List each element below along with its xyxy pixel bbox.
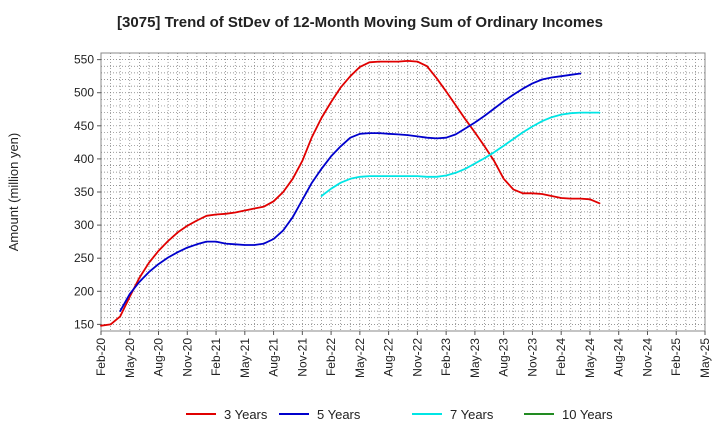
y-tick-label: 150 (74, 317, 94, 331)
x-tick-label: May-22 (353, 338, 367, 378)
x-tick-label: May-24 (583, 338, 597, 378)
x-tick-label: Aug-21 (267, 338, 281, 377)
series-line-3-years (100, 60, 601, 327)
series-line-5-years (119, 72, 582, 312)
y-tick-label: 450 (74, 119, 94, 133)
x-tick-label: Aug-23 (497, 338, 511, 377)
x-tick-label: May-20 (123, 338, 137, 378)
x-tick-label: Aug-24 (612, 338, 626, 377)
y-axis-title: Amount (million yen) (6, 133, 21, 252)
x-tick-label: Aug-22 (382, 338, 396, 377)
x-tick-label: May-25 (698, 338, 712, 378)
x-tick-label: May-23 (468, 338, 482, 378)
y-tick-label: 350 (74, 185, 94, 199)
x-tick-label: Nov-20 (180, 338, 194, 377)
y-tick-label: 400 (74, 152, 94, 166)
x-tick-label: Nov-21 (295, 338, 309, 377)
x-tick-label: May-21 (238, 338, 252, 378)
x-tick-label: Aug-20 (152, 338, 166, 377)
y-tick-label: 250 (74, 251, 94, 265)
y-tick-label: 550 (74, 53, 94, 67)
legend-label-3-years: 3 Years (224, 407, 268, 422)
legend-label-7-years: 7 Years (450, 407, 494, 422)
x-tick-label: Nov-24 (640, 338, 654, 377)
x-tick-label: Feb-20 (94, 338, 108, 376)
series-line-7-years (320, 111, 601, 197)
y-tick-label: 500 (74, 86, 94, 100)
x-tick-label: Feb-23 (439, 338, 453, 376)
x-tick-label: Nov-23 (525, 338, 539, 377)
x-tick-label: Feb-25 (669, 338, 683, 376)
chart-title: [3075] Trend of StDev of 12-Month Moving… (117, 14, 603, 31)
y-tick-label: 300 (74, 218, 94, 232)
x-tick-label: Nov-22 (410, 338, 424, 377)
x-tick-label: Feb-21 (209, 338, 223, 376)
y-tick-label: 200 (74, 284, 94, 298)
legend-label-10-years: 10 Years (562, 407, 613, 422)
legend-label-5-years: 5 Years (317, 407, 361, 422)
x-tick-label: Feb-24 (554, 338, 568, 376)
x-tick-label: Feb-22 (324, 338, 338, 376)
